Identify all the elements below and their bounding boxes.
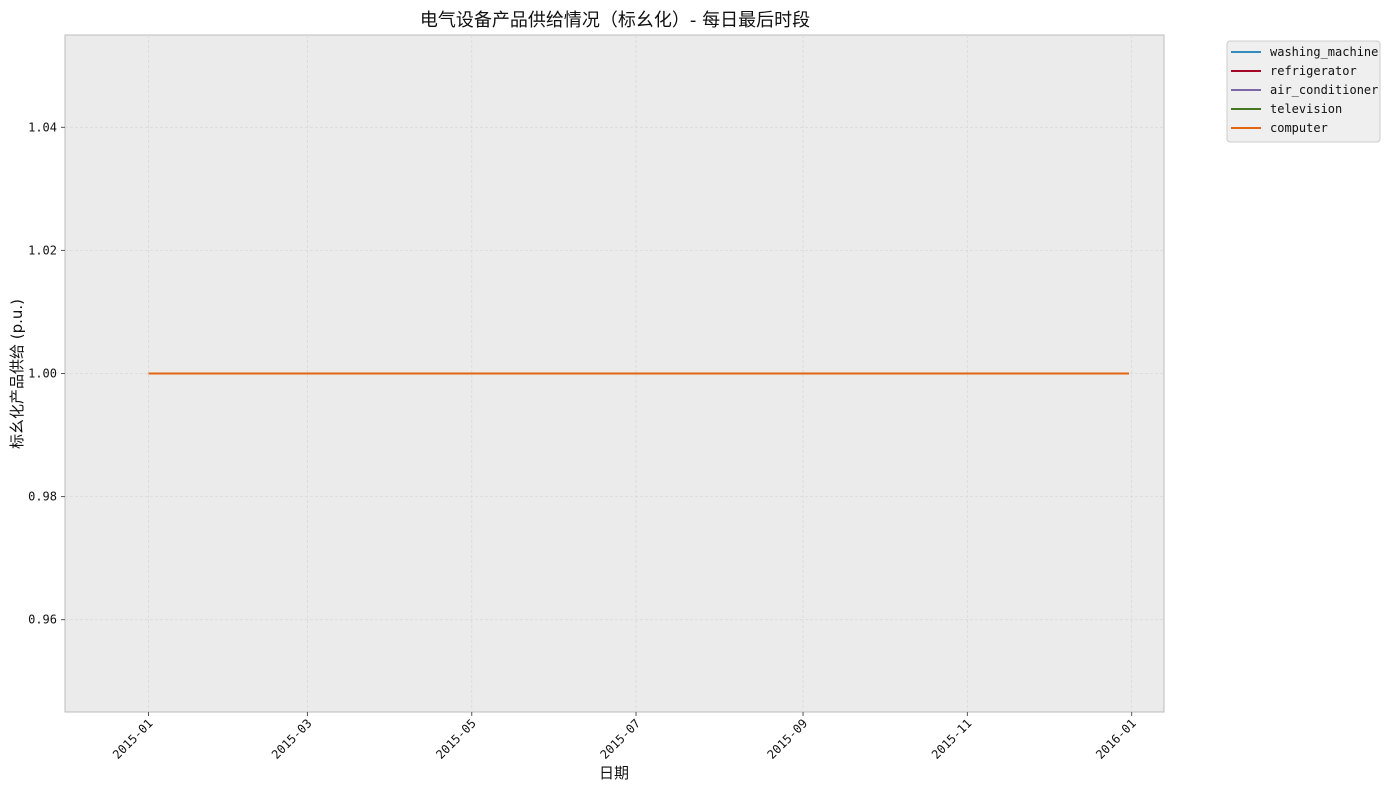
legend-label-washing_machine: washing_machine	[1270, 45, 1378, 59]
legend: washing_machine refrigerator air_condition…	[1226, 40, 1381, 143]
x-axis-label: 日期	[599, 764, 629, 782]
legend-label-computer: computer	[1270, 121, 1328, 135]
x-tick-label: 2015-11	[929, 716, 975, 762]
y-tick-label: 1.00	[28, 367, 57, 381]
legend-box	[1226, 40, 1381, 143]
x-axis: 2015-01 2015-03 2015-05 2015-07 2015-09 2015-…	[110, 712, 1139, 762]
y-tick-label: 0.96	[28, 613, 57, 627]
y-tick-label: 0.98	[28, 490, 57, 504]
x-tick-label: 2015-01	[110, 716, 156, 762]
y-tick-label: 1.02	[28, 243, 57, 257]
y-axis-label: 标幺化产品供给 (p.u.)	[8, 299, 26, 449]
x-tick-label: 2015-09	[765, 716, 811, 762]
x-tick-label: 2015-03	[269, 716, 315, 762]
legend-label-refrigerator: refrigerator	[1270, 64, 1357, 78]
x-tick-label: 2015-07	[598, 716, 644, 762]
y-axis: 0.96 0.98 1.00 1.02 1.04	[28, 120, 65, 627]
x-tick-label: 2015-05	[433, 716, 479, 762]
legend-label-air_conditioner: air_conditioner	[1270, 83, 1378, 97]
y-tick-label: 1.04	[28, 120, 57, 134]
x-tick-label: 2016-01	[1093, 716, 1139, 762]
legend-label-television: television	[1270, 102, 1342, 116]
chart-title: 电气设备产品供给情况（标幺化）- 每日最后时段	[420, 10, 810, 31]
